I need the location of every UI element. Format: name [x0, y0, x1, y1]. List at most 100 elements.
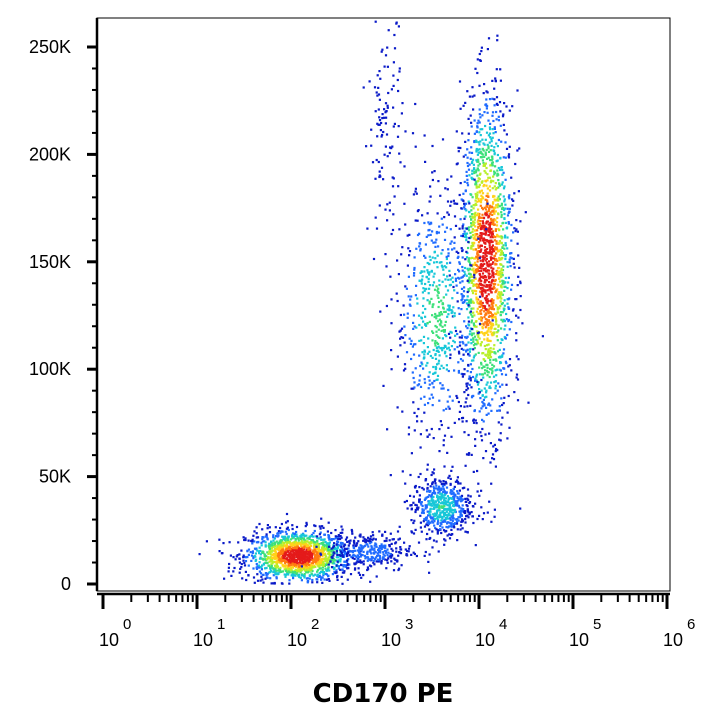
- data-point: [356, 558, 359, 561]
- data-point: [374, 542, 377, 545]
- data-point: [413, 411, 416, 414]
- data-point: [414, 503, 417, 506]
- data-point: [507, 365, 510, 368]
- data-point: [436, 314, 439, 317]
- data-point: [467, 132, 470, 135]
- data-point: [471, 243, 474, 246]
- data-point: [473, 261, 477, 264]
- data-point: [439, 511, 442, 514]
- data-point: [433, 261, 436, 264]
- data-point: [485, 90, 488, 93]
- data-point: [481, 206, 484, 209]
- data-point: [456, 291, 459, 294]
- data-point: [376, 558, 380, 561]
- data-point: [346, 540, 349, 543]
- data-point: [428, 273, 431, 276]
- data-point: [474, 377, 477, 380]
- data-point: [483, 155, 486, 158]
- data-point: [264, 541, 267, 544]
- data-point: [437, 328, 440, 331]
- data-point: [481, 327, 484, 330]
- data-point: [366, 227, 369, 230]
- data-point: [489, 306, 492, 309]
- data-point: [316, 578, 319, 581]
- data-point: [503, 200, 506, 203]
- data-point: [488, 224, 491, 228]
- data-point: [480, 152, 484, 155]
- data-point: [348, 550, 351, 553]
- data-point: [435, 238, 438, 241]
- data-point: [475, 147, 478, 151]
- data-point: [380, 121, 383, 125]
- data-point: [414, 294, 417, 297]
- data-point: [443, 216, 446, 219]
- data-point: [385, 537, 388, 540]
- data-point: [390, 547, 393, 550]
- data-point: [482, 164, 485, 167]
- data-point: [512, 257, 515, 260]
- data-point: [493, 185, 496, 188]
- data-point: [280, 544, 283, 547]
- data-point: [459, 218, 462, 221]
- data-point: [436, 363, 439, 366]
- data-point: [380, 559, 383, 563]
- data-point: [484, 326, 487, 329]
- data-point: [430, 270, 433, 273]
- data-point: [507, 320, 510, 323]
- data-point: [285, 547, 288, 550]
- data-point: [274, 526, 277, 529]
- data-point: [396, 135, 400, 138]
- data-point: [306, 566, 309, 569]
- data-point: [442, 329, 445, 332]
- data-point: [377, 160, 380, 164]
- data-point: [429, 185, 432, 188]
- data-point: [467, 363, 470, 367]
- data-point: [476, 302, 479, 305]
- data-point: [501, 252, 504, 255]
- data-point: [498, 277, 501, 280]
- data-point: [448, 407, 451, 410]
- data-point: [428, 553, 431, 556]
- data-point: [496, 169, 499, 172]
- data-point: [467, 452, 471, 455]
- data-point: [467, 323, 470, 326]
- data-point: [273, 564, 277, 567]
- data-point: [255, 558, 258, 561]
- data-point: [230, 574, 233, 577]
- data-point: [321, 550, 324, 553]
- data-point: [473, 271, 476, 274]
- data-point: [439, 347, 442, 350]
- data-point: [429, 495, 432, 498]
- data-point: [418, 279, 421, 282]
- data-point: [510, 176, 513, 179]
- data-point: [477, 186, 480, 189]
- data-point: [279, 568, 282, 572]
- data-point: [476, 260, 479, 263]
- data-point: [464, 234, 467, 237]
- data-point: [468, 260, 471, 263]
- data-point: [427, 221, 430, 224]
- data-point: [246, 555, 249, 559]
- data-point: [481, 256, 484, 259]
- data-point: [295, 542, 298, 545]
- data-point: [247, 574, 250, 577]
- data-point: [262, 563, 266, 566]
- data-point: [432, 521, 435, 524]
- data-point: [458, 227, 461, 230]
- data-point: [433, 251, 436, 254]
- data-point: [280, 549, 283, 552]
- data-point: [494, 210, 497, 213]
- data-point: [491, 370, 494, 373]
- data-point: [247, 553, 250, 556]
- data-point: [277, 569, 280, 572]
- data-point: [483, 238, 486, 241]
- data-point: [477, 333, 480, 336]
- data-point: [353, 568, 357, 571]
- data-point: [280, 582, 283, 585]
- data-point: [440, 261, 443, 264]
- data-point: [434, 257, 437, 260]
- data-point: [492, 201, 495, 204]
- data-point: [283, 544, 286, 547]
- data-point: [380, 547, 383, 550]
- data-point: [468, 202, 471, 205]
